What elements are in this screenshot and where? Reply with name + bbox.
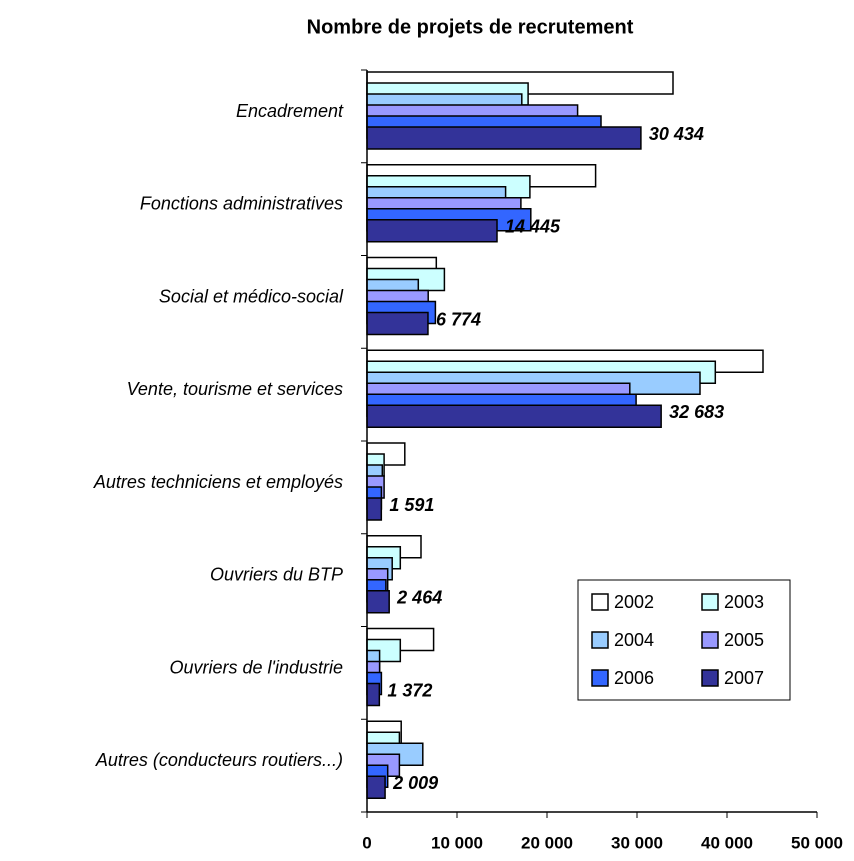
x-tick-label: 30 000 [611, 833, 663, 852]
category-label: Fonctions administratives [140, 194, 343, 214]
legend-label: 2006 [614, 668, 654, 688]
bar [366, 219, 498, 243]
x-tick-label: 50 000 [791, 833, 843, 852]
bar [366, 311, 429, 336]
legend-swatch [591, 631, 609, 649]
category-label: Ouvriers du BTP [210, 565, 343, 585]
value-label: 14 445 [505, 217, 561, 237]
category-label: Social et médico-social [159, 286, 344, 306]
bar [366, 682, 381, 707]
x-tick-label: 40 000 [701, 833, 753, 852]
value-label: 2 464 [396, 588, 442, 608]
legend-label: 2005 [724, 630, 764, 650]
legend-box [577, 579, 791, 701]
x-tick-label: 20 000 [521, 833, 573, 852]
category-label: Autres techniciens et employés [93, 472, 343, 492]
category-label: Autres (conducteurs routiers...) [95, 750, 343, 770]
legend-label: 2003 [724, 592, 764, 612]
legend-swatch [701, 593, 719, 611]
bar [366, 590, 390, 614]
legend-swatch [701, 669, 719, 687]
value-label: 2 009 [392, 773, 438, 793]
legend-label: 2007 [724, 668, 764, 688]
value-label: 1 372 [387, 680, 432, 700]
value-label: 6 774 [436, 309, 481, 329]
bar [366, 497, 383, 521]
legend-swatch [591, 669, 609, 687]
x-tick-label: 10 000 [431, 833, 483, 852]
legend-swatch [591, 593, 609, 611]
legend-label: 2002 [614, 592, 654, 612]
bar [366, 126, 642, 150]
category-label: Ouvriers de l'industrie [169, 657, 343, 677]
value-label: 1 591 [389, 495, 434, 515]
category-label: Vente, tourisme et services [127, 379, 343, 399]
legend-label: 2004 [614, 630, 654, 650]
x-tick-label: 0 [362, 833, 371, 852]
category-label: Encadrement [236, 101, 344, 121]
bar [366, 404, 662, 428]
legend-swatch [701, 631, 719, 649]
chart-title: Nombre de projets de recrutement [307, 16, 634, 38]
bar [366, 775, 386, 799]
value-label: 32 683 [669, 402, 724, 422]
value-label: 30 434 [649, 124, 704, 144]
